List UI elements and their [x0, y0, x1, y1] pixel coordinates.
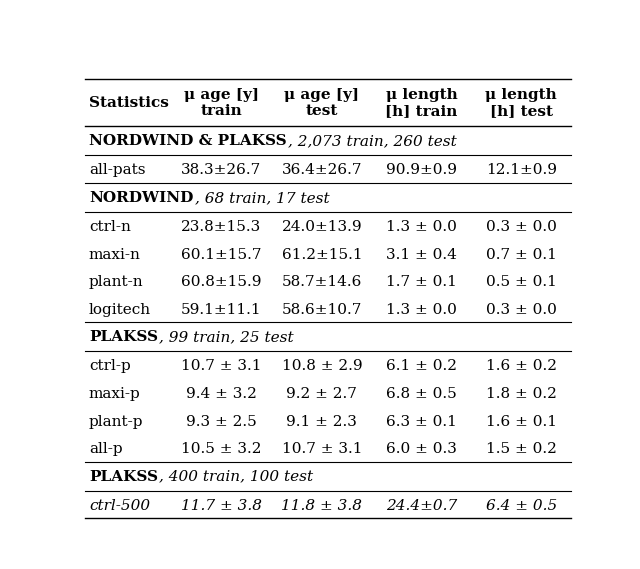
Text: 90.9±0.9: 90.9±0.9	[386, 163, 457, 178]
Text: 9.2 ± 2.7: 9.2 ± 2.7	[287, 387, 357, 401]
Text: 10.7 ± 3.1: 10.7 ± 3.1	[282, 442, 362, 456]
Text: ctrl-500: ctrl-500	[89, 498, 150, 513]
Text: , 2,073 train, 260 test: , 2,073 train, 260 test	[288, 134, 457, 149]
Text: 10.5 ± 3.2: 10.5 ± 3.2	[181, 442, 261, 456]
Text: 38.3±26.7: 38.3±26.7	[181, 163, 261, 178]
Text: 6.0 ± 0.3: 6.0 ± 0.3	[386, 442, 457, 456]
Text: 24.0±13.9: 24.0±13.9	[282, 220, 362, 234]
Text: μ age [y]
test: μ age [y] test	[284, 88, 360, 118]
Text: 60.1±15.7: 60.1±15.7	[181, 248, 261, 262]
Text: 0.3 ± 0.0: 0.3 ± 0.0	[486, 303, 557, 317]
Text: ctrl-n: ctrl-n	[89, 220, 131, 234]
Text: 1.8 ± 0.2: 1.8 ± 0.2	[486, 387, 557, 401]
Text: plant-n: plant-n	[89, 275, 143, 289]
Text: 9.1 ± 2.3: 9.1 ± 2.3	[287, 414, 357, 428]
Text: 6.8 ± 0.5: 6.8 ± 0.5	[386, 387, 457, 401]
Text: NORDWIND: NORDWIND	[89, 191, 193, 205]
Text: all-pats: all-pats	[89, 163, 145, 178]
Text: 36.4±26.7: 36.4±26.7	[282, 163, 362, 178]
Text: 24.4±0.7: 24.4±0.7	[386, 498, 457, 513]
Text: maxi-n: maxi-n	[89, 248, 141, 262]
Text: 1.6 ± 0.1: 1.6 ± 0.1	[486, 414, 557, 428]
Text: 11.8 ± 3.8: 11.8 ± 3.8	[282, 498, 362, 513]
Text: 11.7 ± 3.8: 11.7 ± 3.8	[180, 498, 262, 513]
Text: 1.7 ± 0.1: 1.7 ± 0.1	[386, 275, 457, 289]
Text: μ length
[h] test: μ length [h] test	[485, 88, 557, 118]
Text: 12.1±0.9: 12.1±0.9	[486, 163, 557, 178]
Text: PLAKSS: PLAKSS	[89, 469, 158, 484]
Text: Statistics: Statistics	[89, 96, 169, 110]
Text: 59.1±11.1: 59.1±11.1	[180, 303, 261, 317]
Text: NORDWIND & PLAKSS: NORDWIND & PLAKSS	[89, 134, 287, 149]
Text: 58.7±14.6: 58.7±14.6	[282, 275, 362, 289]
Text: , 99 train, 25 test: , 99 train, 25 test	[159, 331, 294, 344]
Text: 9.4 ± 3.2: 9.4 ± 3.2	[186, 387, 257, 401]
Text: , 400 train, 100 test: , 400 train, 100 test	[159, 469, 314, 484]
Text: 0.7 ± 0.1: 0.7 ± 0.1	[486, 248, 557, 262]
Text: 1.6 ± 0.2: 1.6 ± 0.2	[486, 359, 557, 373]
Text: 1.3 ± 0.0: 1.3 ± 0.0	[386, 220, 457, 234]
Text: PLAKSS: PLAKSS	[89, 331, 158, 344]
Text: 60.8±15.9: 60.8±15.9	[181, 275, 261, 289]
Text: 6.3 ± 0.1: 6.3 ± 0.1	[386, 414, 457, 428]
Text: μ age [y]
train: μ age [y] train	[184, 88, 259, 118]
Text: 9.3 ± 2.5: 9.3 ± 2.5	[186, 414, 257, 428]
Text: 10.7 ± 3.1: 10.7 ± 3.1	[181, 359, 261, 373]
Text: 10.8 ± 2.9: 10.8 ± 2.9	[282, 359, 362, 373]
Text: 1.3 ± 0.0: 1.3 ± 0.0	[386, 303, 457, 317]
Text: 58.6±10.7: 58.6±10.7	[282, 303, 362, 317]
Text: maxi-p: maxi-p	[89, 387, 141, 401]
Text: 0.3 ± 0.0: 0.3 ± 0.0	[486, 220, 557, 234]
Text: ctrl-p: ctrl-p	[89, 359, 131, 373]
Text: μ length
[h] train: μ length [h] train	[385, 88, 458, 118]
Text: all-p: all-p	[89, 442, 122, 456]
Text: 3.1 ± 0.4: 3.1 ± 0.4	[386, 248, 457, 262]
Text: 6.1 ± 0.2: 6.1 ± 0.2	[386, 359, 457, 373]
Text: 23.8±15.3: 23.8±15.3	[181, 220, 261, 234]
Text: 61.2±15.1: 61.2±15.1	[282, 248, 362, 262]
Text: 0.5 ± 0.1: 0.5 ± 0.1	[486, 275, 557, 289]
Text: 6.4 ± 0.5: 6.4 ± 0.5	[486, 498, 557, 513]
Text: 1.5 ± 0.2: 1.5 ± 0.2	[486, 442, 557, 456]
Text: logitech: logitech	[89, 303, 151, 317]
Text: plant-p: plant-p	[89, 414, 143, 428]
Text: , 68 train, 17 test: , 68 train, 17 test	[195, 191, 330, 205]
